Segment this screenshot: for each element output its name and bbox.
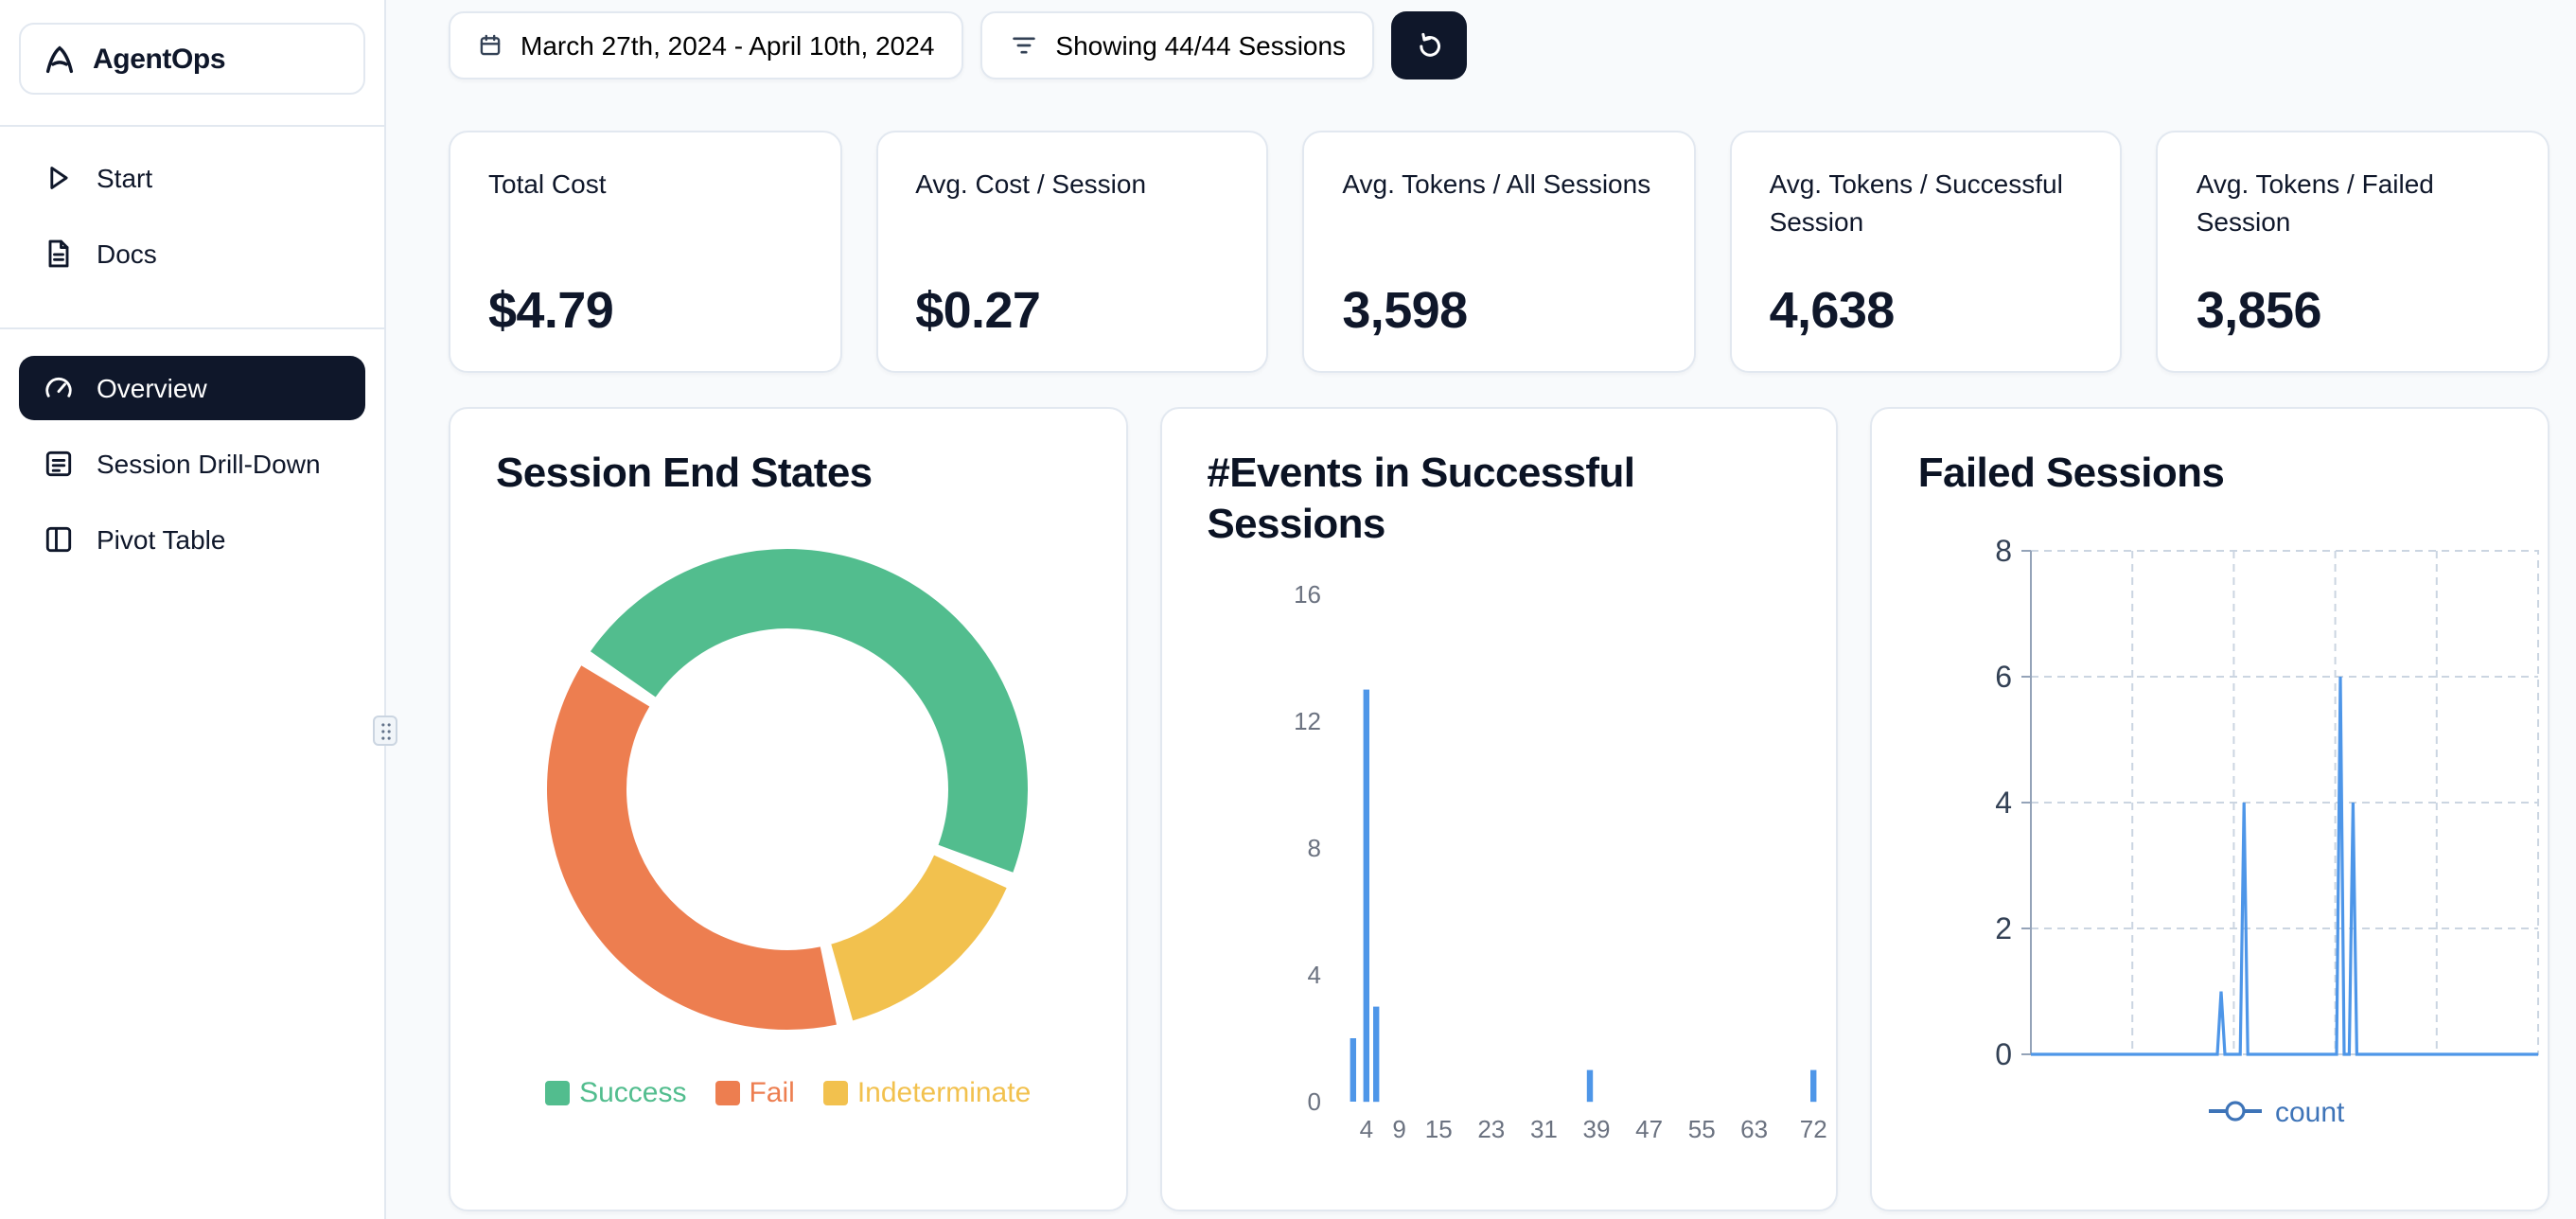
date-range-label: March 27th, 2024 - April 10th, 2024 [520, 30, 935, 61]
session-end-states-card: Session End States Success Fail Indetermin… [449, 407, 1128, 1211]
sidebar-item-start[interactable]: Start [19, 146, 365, 210]
chart-title: #Events in Successful Sessions [1207, 449, 1635, 547]
stat-value: $0.27 [915, 282, 1041, 339]
svg-text:4: 4 [1359, 1115, 1372, 1143]
stat-label: Avg. Tokens / Successful Session [1769, 168, 2063, 237]
stat-label: Avg. Cost / Session [915, 168, 1147, 199]
legend-label: Indeterminate [856, 1077, 1032, 1109]
toolbar: March 27th, 2024 - April 10th, 2024 Show… [449, 11, 2550, 80]
sidebar-item-session-drill-down[interactable]: Session Drill-Down [19, 432, 365, 496]
legend-swatch [545, 1081, 571, 1105]
failed-sessions-chart: 0 2 4 6 8 count [1996, 534, 2540, 1128]
svg-text:2: 2 [1996, 911, 2013, 945]
sidebar-item-label: Pivot Table [97, 524, 226, 555]
session-end-states-donut [547, 549, 1029, 1030]
sidebar-item-pivot-table[interactable]: Pivot Table [19, 507, 365, 572]
legend-label: Success [579, 1077, 687, 1109]
stat-value: 3,598 [1342, 282, 1468, 339]
donut-legend-success[interactable]: Success [545, 1077, 686, 1109]
sidebar-item-label: Overview [97, 373, 207, 403]
line-legend-count[interactable]: count [2209, 1097, 2346, 1128]
stat-card-avg-tokens-failed: Avg. Tokens / Failed Session 3,856 [2156, 131, 2550, 373]
events-histogram-card: #Events in Successful Sessions 0 4 8 12 16 4 9… [1159, 407, 1839, 1211]
sessions-filter-button[interactable]: Showing 44/44 Sessions [979, 11, 1375, 80]
sidebar-nav-main: Overview Session Drill-Down [0, 337, 384, 572]
sidebar-item-label: Start [97, 163, 153, 193]
donut-chart-wrap [496, 524, 1080, 1054]
refresh-icon [1413, 29, 1445, 62]
stat-value: 4,638 [1769, 282, 1896, 339]
stats-row: Total Cost $4.79 Avg. Cost / Session $0.… [449, 131, 2550, 373]
legend-swatch [822, 1081, 848, 1105]
svg-text:15: 15 [1424, 1115, 1452, 1143]
donut-legend-fail[interactable]: Fail [715, 1077, 795, 1109]
svg-text:9: 9 [1392, 1115, 1405, 1143]
svg-text:72: 72 [1799, 1115, 1826, 1143]
svg-text:8: 8 [1996, 534, 2013, 568]
charts-row: Session End States Success Fail Indetermin… [449, 407, 2550, 1211]
sessions-filter-label: Showing 44/44 Sessions [1055, 30, 1347, 61]
agentops-logo[interactable]: AgentOps [19, 23, 365, 95]
sidebar-item-label: Session Drill-Down [97, 449, 321, 479]
refresh-button[interactable] [1391, 11, 1468, 80]
legend-label: Fail [749, 1077, 795, 1109]
app-title: AgentOps [93, 43, 226, 75]
svg-text:16: 16 [1293, 580, 1320, 609]
svg-text:12: 12 [1293, 707, 1320, 735]
svg-text:47: 47 [1634, 1115, 1662, 1143]
svg-text:55: 55 [1687, 1115, 1715, 1143]
svg-text:count: count [2276, 1097, 2346, 1128]
sidebar-resize-handle[interactable] [373, 716, 397, 746]
svg-text:63: 63 [1739, 1115, 1767, 1143]
play-icon [42, 161, 76, 195]
svg-text:0: 0 [1996, 1037, 2013, 1071]
gauge-icon [42, 371, 76, 405]
sidebar-divider [0, 327, 384, 329]
stat-card-total-cost: Total Cost $4.79 [449, 131, 842, 373]
legend-swatch [715, 1081, 740, 1105]
sidebar-divider [0, 125, 384, 127]
calendar-icon [477, 32, 503, 59]
stat-card-avg-tokens-all: Avg. Tokens / All Sessions 3,598 [1302, 131, 1696, 373]
agentops-logo-icon [42, 41, 78, 77]
svg-text:0: 0 [1307, 1087, 1320, 1116]
donut-legend: Success Fail Indeterminate [496, 1077, 1080, 1109]
columns-icon [42, 522, 76, 556]
stat-card-avg-cost-session: Avg. Cost / Session $0.27 [875, 131, 1269, 373]
svg-text:39: 39 [1582, 1115, 1610, 1143]
filter-icon [1008, 30, 1038, 61]
stat-value: $4.79 [488, 282, 614, 339]
svg-text:4: 4 [1996, 786, 2013, 820]
donut-legend-indeterminate[interactable]: Indeterminate [822, 1077, 1032, 1109]
sidebar-item-label: Docs [97, 238, 157, 269]
report-icon [42, 447, 76, 481]
stat-label: Total Cost [488, 168, 607, 199]
stat-label: Avg. Tokens / All Sessions [1342, 168, 1651, 199]
stat-card-avg-tokens-successful: Avg. Tokens / Successful Session 4,638 [1729, 131, 2123, 373]
docs-icon [42, 237, 76, 271]
stat-value: 3,856 [2196, 282, 2322, 339]
failed-sessions-card: Failed Sessions 0 2 4 6 8 count [1870, 407, 2550, 1211]
grip-icon [378, 720, 393, 741]
sidebar-nav-top: Start Docs [0, 127, 384, 286]
date-range-button[interactable]: March 27th, 2024 - April 10th, 2024 [449, 11, 963, 80]
svg-text:23: 23 [1477, 1115, 1505, 1143]
svg-text:4: 4 [1307, 961, 1320, 989]
stat-label: Avg. Tokens / Failed Session [2196, 168, 2434, 237]
svg-text:8: 8 [1307, 834, 1320, 862]
sidebar-item-docs[interactable]: Docs [19, 221, 365, 286]
chart-title: Session End States [496, 449, 873, 496]
sidebar: AgentOps Start [0, 0, 397, 1219]
main-content: March 27th, 2024 - April 10th, 2024 Show… [386, 0, 2576, 1219]
sidebar-item-overview[interactable]: Overview [19, 356, 365, 420]
svg-text:6: 6 [1996, 660, 2013, 694]
chart-title: Failed Sessions [1917, 449, 2225, 496]
svg-text:31: 31 [1529, 1115, 1557, 1143]
